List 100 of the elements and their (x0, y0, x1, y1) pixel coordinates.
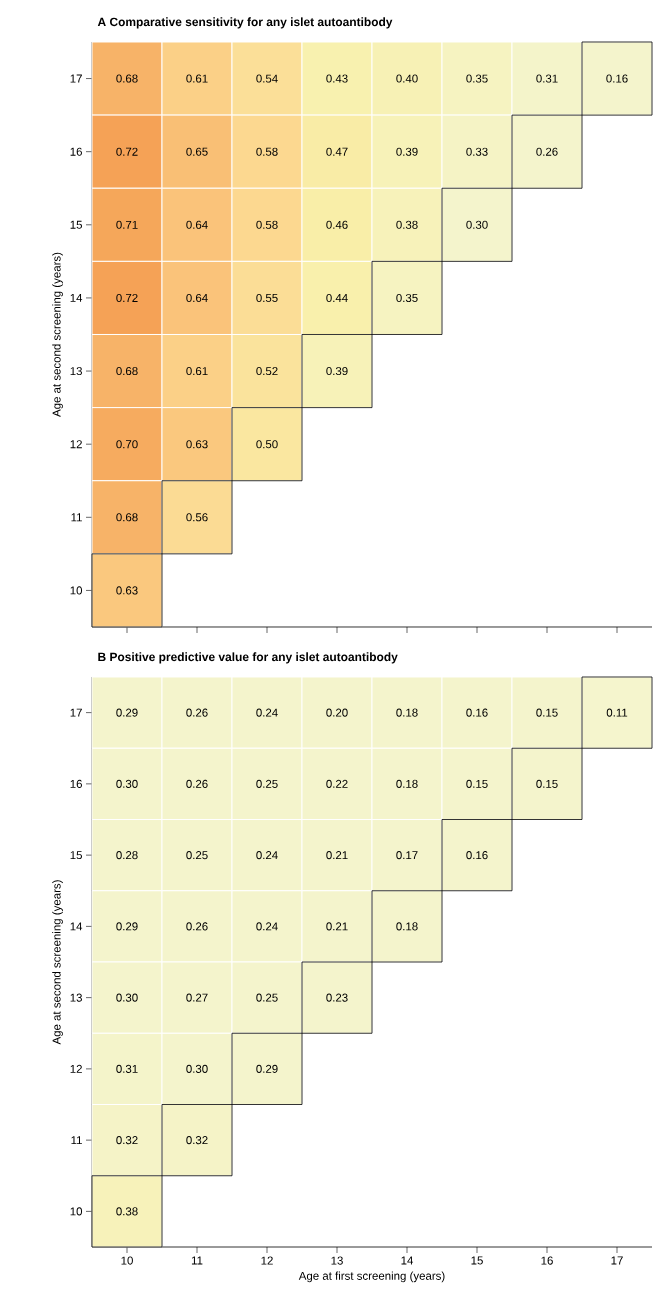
y-tick-label: 13 (70, 993, 82, 1002)
x-tick-label: 11 (191, 1256, 203, 1265)
data-label: 0.32 (186, 1136, 208, 1145)
y-tick-label: 17 (70, 74, 82, 83)
data-label: 0.70 (116, 440, 138, 449)
data-label: 0.16 (466, 708, 488, 717)
y-axis-title: Age at second screening (years) (52, 880, 63, 1045)
data-label: 0.26 (536, 147, 558, 156)
y-tick-label: 11 (71, 1136, 82, 1145)
data-label: 0.35 (466, 74, 488, 83)
data-label: 0.28 (116, 851, 138, 860)
data-label: 0.25 (256, 779, 278, 788)
data-label: 0.22 (326, 779, 348, 788)
x-tick-label: 17 (611, 1256, 623, 1265)
data-label: 0.61 (186, 74, 208, 83)
data-label: 0.64 (186, 220, 208, 229)
data-label: 0.18 (396, 922, 418, 931)
data-label: 0.52 (256, 367, 278, 376)
data-label: 0.24 (256, 708, 278, 717)
data-label: 0.16 (466, 851, 488, 860)
data-label: 0.20 (326, 708, 348, 717)
x-tick-label: 13 (331, 1256, 343, 1265)
y-tick-label: 17 (70, 708, 82, 717)
data-label: 0.68 (116, 74, 138, 83)
y-tick-label: 10 (70, 1207, 83, 1216)
data-label: 0.15 (466, 779, 488, 788)
x-tick-label: 16 (541, 1256, 553, 1265)
x-tick-label: 15 (471, 1256, 483, 1265)
data-label: 0.18 (396, 779, 418, 788)
data-label: 0.38 (396, 220, 418, 229)
y-tick-label: 14 (70, 922, 83, 931)
data-label: 0.29 (116, 922, 138, 931)
data-label: 0.30 (186, 1064, 208, 1073)
data-label: 0.43 (326, 74, 348, 83)
data-label: 0.58 (256, 147, 278, 156)
x-tick-label: 10 (121, 1256, 133, 1265)
y-tick-label: 16 (70, 779, 82, 788)
data-label: 0.38 (116, 1207, 138, 1216)
data-label: 0.56 (186, 513, 208, 522)
data-label: 0.39 (396, 147, 418, 156)
data-label: 0.39 (326, 367, 348, 376)
data-label: 0.72 (116, 293, 138, 302)
chart-title: A Comparative sensitivity for any islet autoantibody (97, 17, 393, 29)
data-label: 0.29 (256, 1064, 278, 1073)
x-axis-title: Age at first screening (years) (298, 1271, 445, 1283)
data-label: 0.25 (186, 851, 208, 860)
data-label: 0.31 (536, 74, 558, 83)
data-label: 0.68 (116, 367, 138, 376)
data-label: 0.11 (606, 708, 628, 717)
y-tick-label: 12 (70, 1064, 82, 1073)
y-tick-label: 11 (71, 513, 82, 522)
data-label: 0.63 (186, 440, 208, 449)
data-label: 0.26 (186, 708, 208, 717)
data-label: 0.54 (256, 74, 278, 83)
y-tick-label: 14 (70, 294, 83, 302)
data-label: 0.15 (536, 779, 558, 788)
data-label: 0.25 (256, 993, 278, 1002)
data-label: 0.31 (116, 1064, 138, 1073)
data-label: 0.30 (116, 779, 138, 788)
data-label: 0.26 (186, 779, 208, 788)
data-label: 0.55 (256, 293, 278, 302)
data-label: 0.24 (256, 922, 278, 931)
data-label: 0.26 (186, 922, 208, 931)
data-label: 0.27 (186, 993, 208, 1002)
data-label: 0.32 (116, 1136, 138, 1145)
y-tick-label: 10 (70, 586, 83, 595)
data-label: 0.24 (256, 851, 278, 860)
data-label: 0.16 (606, 74, 628, 83)
x-tick-label: 12 (261, 1256, 273, 1265)
data-label: 0.18 (396, 708, 418, 717)
data-label: 0.63 (116, 586, 138, 595)
data-label: 0.29 (116, 708, 138, 717)
data-label: 0.21 (326, 851, 348, 860)
data-label: 0.40 (396, 74, 418, 83)
data-label: 0.21 (326, 922, 348, 931)
data-label: 0.71 (116, 220, 138, 229)
data-label: 0.47 (326, 147, 348, 156)
data-label: 0.65 (186, 147, 208, 156)
data-label: 0.33 (466, 147, 488, 156)
data-label: 0.35 (396, 293, 418, 302)
data-label: 0.50 (256, 440, 278, 449)
x-tick-label: 14 (401, 1256, 414, 1265)
y-tick-label: 13 (70, 367, 82, 376)
data-label: 0.58 (256, 220, 278, 229)
y-axis-title: Age at second screening (years) (52, 252, 63, 417)
data-label: 0.17 (396, 851, 418, 860)
y-tick-label: 15 (70, 220, 82, 229)
y-tick-label: 16 (70, 147, 82, 156)
chart-title: B Positive predictive value for any islet autoantibody (98, 652, 398, 664)
data-label: 0.61 (186, 367, 208, 376)
y-tick-label: 15 (70, 851, 82, 860)
data-label: 0.68 (116, 513, 138, 522)
data-label: 0.23 (326, 993, 348, 1002)
data-label: 0.15 (536, 708, 558, 717)
data-label: 0.30 (466, 220, 488, 229)
data-label: 0.44 (326, 293, 348, 302)
data-label: 0.30 (116, 993, 138, 1002)
data-label: 0.46 (326, 220, 348, 229)
data-label: 0.72 (116, 147, 138, 156)
data-label: 0.64 (186, 293, 208, 302)
